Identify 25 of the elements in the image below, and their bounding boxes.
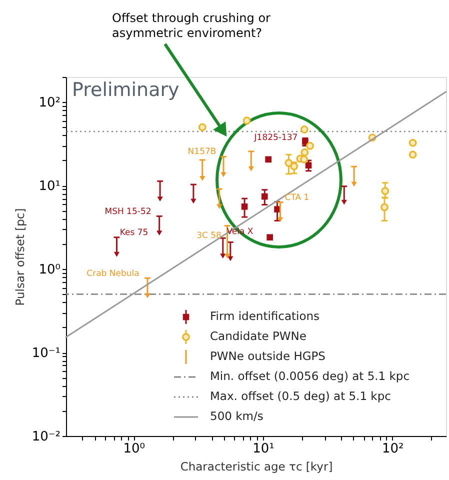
y-tick-label: 10² — [38, 96, 60, 111]
x-tick-label: 10¹ — [252, 442, 274, 456]
x-tick-label: 10² — [382, 442, 404, 456]
text: Offset through crushing or asymmetric enviroment? — [112, 11, 271, 40]
legend-label: Min. offset (0.0056 deg) at 5.1 kpc — [210, 369, 410, 383]
y-tick-label: 10⁰ — [38, 262, 60, 278]
legend-label: Firm identifications — [210, 309, 320, 323]
legend-label: Candidate PWNe — [210, 329, 306, 343]
annotation: CTA 1 — [284, 193, 310, 203]
annotation: MSH 15-52 — [104, 207, 152, 217]
legend-label: Max. offset (0.5 deg) at 5.1 kpc — [210, 389, 391, 403]
annotation: Crab Nebula — [86, 269, 140, 279]
legend-label: 500 km/s — [210, 409, 264, 423]
y-tick-label: 10⁻² — [32, 430, 60, 444]
annotation: Preliminary — [72, 79, 180, 101]
annotation: J1825-137 — [253, 133, 298, 143]
legend-label: PWNe outside HGPS — [210, 349, 326, 363]
annotation: Kes 75 — [120, 228, 148, 238]
y-axis-title: Pulsar offset [pc] — [12, 208, 27, 306]
annotation: N157B — [188, 147, 216, 157]
y-tick-label: 10⁻¹ — [32, 346, 60, 362]
annotation: 3C 58 — [196, 231, 222, 241]
x-axis-title: Characteristic age τc [kyr] — [180, 460, 333, 474]
y-tick-label: 10¹ — [38, 179, 60, 194]
x-tick-label: 10⁰ — [123, 442, 146, 456]
